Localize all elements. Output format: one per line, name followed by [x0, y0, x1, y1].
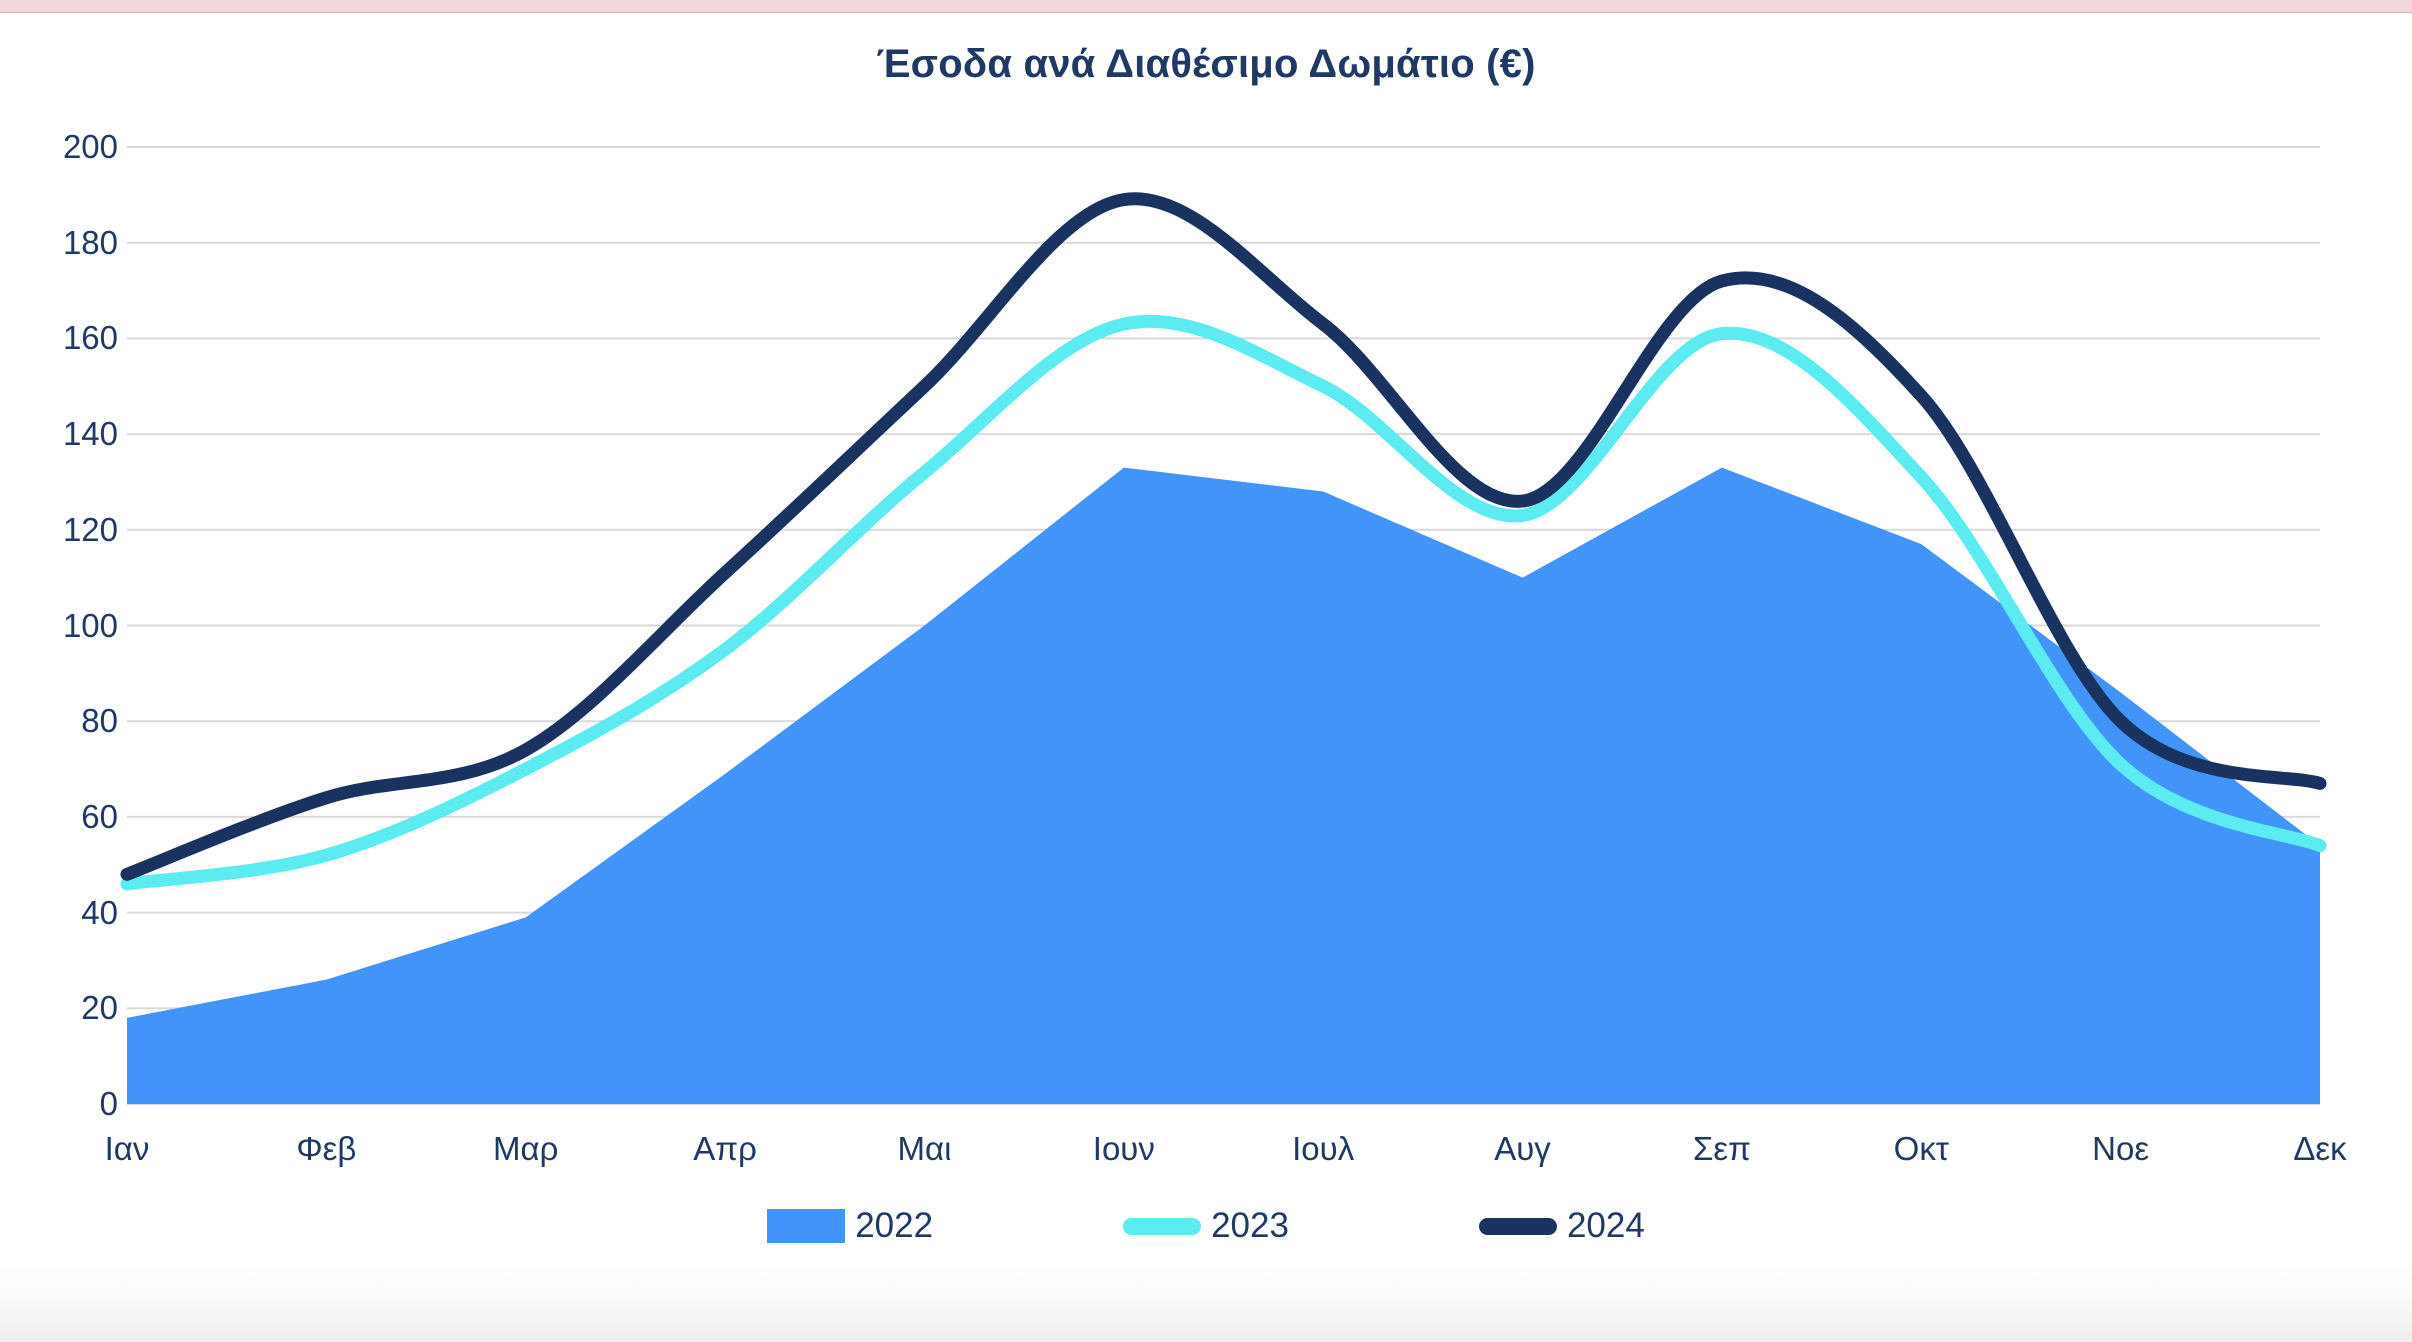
y-axis-tick-label: 40: [81, 893, 118, 931]
area-series-2022: [127, 467, 2320, 1105]
legend-label: 2022: [855, 1206, 934, 1245]
x-axis-tick-label: Απρ: [693, 1130, 757, 1167]
legend-item-2023[interactable]: 2023: [1123, 1206, 1289, 1246]
x-axis-tick-label: Σεπ: [1692, 1130, 1751, 1167]
line-series-2024: [120, 192, 2327, 881]
x-axis-tick-label: Φεβ: [296, 1130, 357, 1167]
legend-label: 2024: [1566, 1206, 1645, 1245]
y-axis-tick-label: 100: [62, 606, 118, 644]
legend-label: 2023: [1211, 1206, 1289, 1245]
x-axis-tick-label: Οκτ: [1893, 1130, 1949, 1167]
series-2022-area: [127, 467, 2320, 1105]
legend-item-2024[interactable]: 2024: [1478, 1206, 1645, 1246]
x-axis-tick-label: Ιουν: [1092, 1130, 1155, 1167]
x-axis-tick-label: Μαι: [897, 1130, 952, 1167]
y-axis-tick-label: 120: [62, 510, 118, 548]
x-axis-tick-label: Ιαν: [104, 1130, 150, 1167]
bottom-gradient-band: [0, 1264, 2412, 1342]
series-lines: [120, 192, 2327, 891]
y-axis-tick-label: 180: [62, 223, 118, 261]
y-axis-tick-labels: 0 20 40 60 80 100 120 140 160 180 200: [0, 0, 118, 1342]
x-axis-tick-label: Μαρ: [493, 1130, 559, 1167]
x-axis-tick-label: Δεκ: [2293, 1130, 2347, 1167]
y-axis-tick-label: 80: [81, 702, 118, 740]
legend-item-2022[interactable]: 2022: [767, 1206, 933, 1246]
y-axis-tick-label: 140: [62, 415, 118, 453]
x-axis-tick-label: Ιουλ: [1292, 1130, 1355, 1167]
x-axis-tick-label: Νοε: [2092, 1130, 2150, 1167]
y-axis-tick-label: 160: [62, 319, 118, 357]
y-axis-tick-label: 200: [62, 128, 118, 165]
chart-legend: 2022 2023 2024: [0, 1206, 2412, 1246]
line-series-2023: [120, 314, 2327, 891]
chart-title: Έσοδα ανά Διαθέσιμο Δωμάτιο (€): [876, 42, 1536, 86]
y-axis-tick-label: 20: [81, 989, 118, 1027]
top-accent-strip: [0, 0, 2412, 13]
legend-swatch-area-icon: [767, 1209, 846, 1243]
x-axis-tick-label: Αυγ: [1494, 1130, 1551, 1167]
y-axis-tick-label: 0: [99, 1085, 118, 1122]
legend-swatch-line-icon: [1478, 1217, 1557, 1235]
y-axis-tick-label: 60: [81, 797, 118, 835]
legend-swatch-line-icon: [1123, 1217, 1202, 1235]
